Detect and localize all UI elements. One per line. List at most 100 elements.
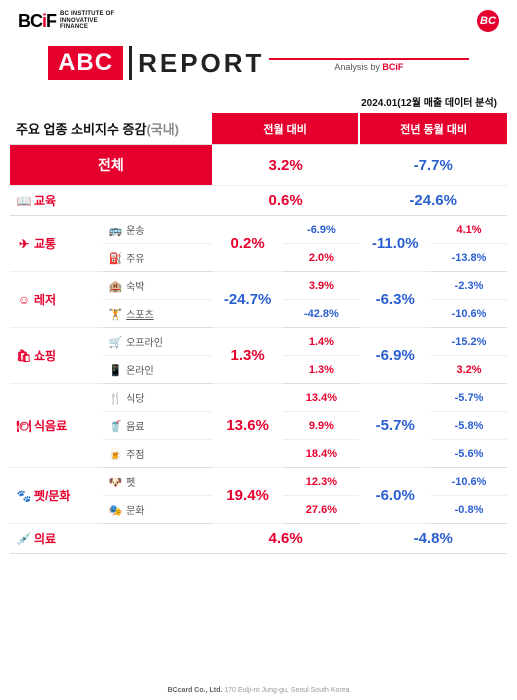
yoy-sub-cell: -10.6% [431,468,507,496]
yoy-sub-cell: -5.8% [431,412,507,440]
category-cell: 🍽식음료 [10,384,103,468]
category-icon: 🛍 [16,349,32,363]
bcif-subtitle: BC INSTITUTE OF INNOVATIVE FINANCE [60,11,114,31]
yoy-sub-cell: -13.8% [431,244,507,272]
all-mom: 3.2% [212,145,360,186]
subcategory-cell: 🍺 주점 [103,440,212,468]
consumption-table-wrap: 주요 업종 소비지수 증감(국내) 전월 대비 전년 동월 대비 전체3.2%-… [0,113,517,554]
col-mom-header: 전월 대비 [212,113,360,145]
mom-sub-cell: 1.3% [283,356,359,384]
category-icon: ✈ [16,237,32,251]
mom-sub-cell: 12.3% [283,468,359,496]
subcategory-cell: ⛽ 주유 [103,244,212,272]
col-yoy-header: 전년 동월 대비 [359,113,507,145]
footer-line: BCcard Co., Ltd. 170 Eulji-ro Jung-gu, S… [0,687,517,694]
analysis-by-line: Analysis by BCiF [269,58,469,72]
category-icon: 🍽 [16,419,32,433]
subcategory-icon: 🎭 [107,504,123,517]
category-cell: 💉의료 [10,524,212,554]
table-heading: 주요 업종 소비지수 증감(국내) [10,113,212,145]
subcategory-icon: 🍴 [107,392,123,405]
subcategory-cell: 🏋 스포츠 [103,300,212,328]
footer-address: 170 Eulji-ro Jung-gu, Seoul South Korea [222,687,349,694]
mom-sub-cell: 3.9% [283,272,359,300]
title-row: ABC REPORT [48,46,264,80]
mom-sub-cell: 13.4% [283,384,359,412]
subcategory-cell: 🎭 문화 [103,496,212,524]
table-heading-main: 주요 업종 소비지수 증감 [16,122,146,137]
category-icon: 🐾 [16,489,32,503]
mom-cell: -24.7% [212,272,284,328]
bcif-wordmark: BCiF [18,11,56,32]
consumption-table: 주요 업종 소비지수 증감(국내) 전월 대비 전년 동월 대비 전체3.2%-… [10,113,507,554]
yoy-sub-cell: 4.1% [431,216,507,244]
mom-sub-cell: 9.9% [283,412,359,440]
title-divider [129,46,132,80]
yoy-cell: -4.8% [359,524,507,554]
subcategory-cell: 🛒 오프라인 [103,328,212,356]
subcategory-cell: 🏨 숙박 [103,272,212,300]
yoy-sub-cell: -0.8% [431,496,507,524]
table-row: 🐾펫/문화🐶 펫19.4%12.3%-6.0%-10.6% [10,468,507,496]
analysis-prefix: Analysis by [334,62,382,72]
category-icon: ☺ [16,293,32,307]
category-cell: ☺레저 [10,272,103,328]
yoy-cell: -6.3% [359,272,431,328]
date-line: 2024.01(12월 매출 데이터 분석) [0,80,517,113]
yoy-sub-cell: -5.7% [431,384,507,412]
yoy-sub-cell: -15.2% [431,328,507,356]
table-row: 🍽식음료🍴 식당13.6%13.4%-5.7%-5.7% [10,384,507,412]
footer-company: BCcard Co., Ltd. [167,687,222,694]
mom-sub-cell: -42.8% [283,300,359,328]
logo-bar: BCiF BC INSTITUTE OF INNOVATIVE FINANCE … [0,0,517,38]
mom-sub-cell: 27.6% [283,496,359,524]
yoy-sub-cell: 3.2% [431,356,507,384]
category-cell: 🐾펫/문화 [10,468,103,524]
table-row: ☺레저🏨 숙박-24.7%3.9%-6.3%-2.3% [10,272,507,300]
table-heading-suffix: (국내) [146,122,179,137]
subcategory-icon: 🍺 [107,448,123,461]
bcif-logo: BCiF BC INSTITUTE OF INNOVATIVE FINANCE [18,11,114,32]
mom-cell: 0.2% [212,216,284,272]
category-cell: 🛍쇼핑 [10,328,103,384]
mom-sub-cell: 1.4% [283,328,359,356]
yoy-cell: -11.0% [359,216,431,272]
yoy-cell: -24.6% [359,186,507,216]
abc-box: ABC [48,46,123,80]
category-cell: ✈교통 [10,216,103,272]
subcategory-cell: 🐶 펫 [103,468,212,496]
table-row: ✈교통🚌 운송0.2%-6.9%-11.0%4.1% [10,216,507,244]
table-row: 🛍쇼핑🛒 오프라인1.3%1.4%-6.9%-15.2% [10,328,507,356]
subcategory-icon: ⛽ [107,252,123,265]
subcategory-icon: 📱 [107,364,123,377]
subcategory-cell: 🥤 음료 [103,412,212,440]
analysis-brand: BCiF [382,62,403,72]
table-body: 전체3.2%-7.7%📖교육0.6%-24.6%✈교통🚌 운송0.2%-6.9%… [10,145,507,554]
mom-sub-cell: -6.9% [283,216,359,244]
yoy-cell: -6.0% [359,468,431,524]
yoy-sub-cell: -2.3% [431,272,507,300]
yoy-sub-cell: -5.6% [431,440,507,468]
bc-badge-icon: BC [477,10,499,32]
row-all: 전체3.2%-7.7% [10,145,507,186]
yoy-cell: -6.9% [359,328,431,384]
report-title-block: ABC REPORT Analysis by BCiF [0,46,517,80]
mom-cell: 13.6% [212,384,284,468]
mom-cell: 19.4% [212,468,284,524]
report-word: REPORT [138,46,264,80]
subcategory-icon: 🏋 [107,308,123,321]
subcategory-icon: 🚌 [107,224,123,237]
bcif-part2: F [46,11,56,31]
yoy-sub-cell: -10.6% [431,300,507,328]
subcategory-icon: 🐶 [107,476,123,489]
mom-sub-cell: 2.0% [283,244,359,272]
bcif-part1: BC [18,11,42,31]
category-icon: 📖 [16,194,32,208]
category-cell: 📖교육 [10,186,212,216]
mom-cell: 0.6% [212,186,360,216]
category-icon: 💉 [16,532,32,546]
mom-cell: 4.6% [212,524,360,554]
table-row: 💉의료4.6%-4.8% [10,524,507,554]
subcategory-cell: 📱 온라인 [103,356,212,384]
mom-sub-cell: 18.4% [283,440,359,468]
